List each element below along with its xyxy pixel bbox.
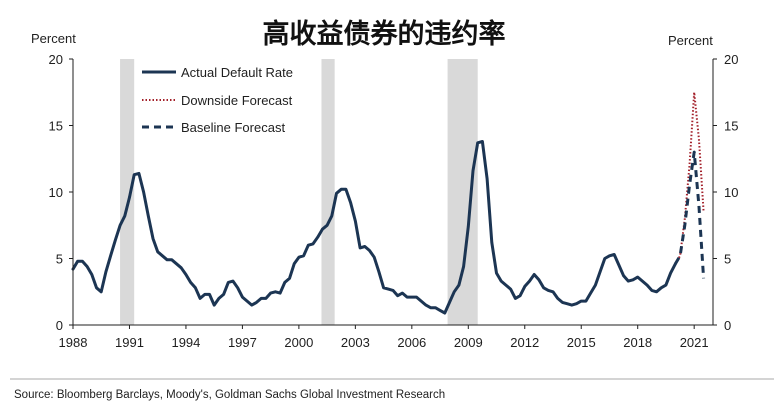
legend-item-downside: Downside Forecast (142, 93, 293, 108)
x-tick-label: 1994 (171, 335, 200, 350)
y-tick-label-left: 15 (49, 119, 63, 134)
axis-ticks: 0 0 5 5 10 10 15 15 20 20 1988 1991 1994 1997 2000 2003… (49, 52, 739, 350)
legend: Actual Default Rate Downside Forecast Ba… (142, 65, 293, 135)
series-line-solid (71, 140, 677, 315)
x-tick-label: 2021 (680, 335, 709, 350)
x-tick-label: 2015 (567, 335, 596, 350)
y-tick-label-left: 0 (56, 318, 63, 333)
right-axis-unit: Percent (668, 33, 713, 48)
x-tick-label: 2012 (510, 335, 539, 350)
recession-band (120, 59, 135, 325)
legend-item-baseline: Baseline Forecast (142, 120, 285, 135)
recession-bands (120, 59, 478, 325)
y-tick-label-left: 20 (49, 52, 63, 67)
x-tick-label: 1991 (115, 335, 144, 350)
y-tick-label-right: 5 (724, 252, 731, 267)
x-tick-label: 2018 (623, 335, 652, 350)
recession-band (447, 59, 478, 325)
x-tick-label: 1988 (59, 335, 88, 350)
x-tick-label: 2000 (284, 335, 313, 350)
y-tick-label-left: 5 (56, 252, 63, 267)
legend-label-downside: Downside Forecast (181, 93, 293, 108)
legend-label-actual: Actual Default Rate (181, 65, 293, 80)
y-tick-label-right: 0 (724, 318, 731, 333)
x-tick-label: 2006 (397, 335, 426, 350)
y-tick-label-right: 10 (724, 185, 738, 200)
y-tick-label-right: 20 (724, 52, 738, 67)
left-axis-unit: Percent (31, 31, 76, 46)
x-tick-label: 1997 (228, 335, 257, 350)
source-note: Source: Bloomberg Barclays, Moody's, Gol… (14, 389, 445, 401)
y-tick-label-left: 10 (49, 185, 63, 200)
recession-band (321, 59, 335, 325)
legend-label-baseline: Baseline Forecast (181, 120, 285, 135)
series-lines (71, 91, 706, 315)
x-tick-label: 2009 (454, 335, 483, 350)
y-tick-label-right: 15 (724, 119, 738, 134)
legend-item-actual: Actual Default Rate (142, 65, 293, 80)
chart-title: 高收益债券的违约率 (263, 18, 506, 50)
x-tick-label: 2003 (341, 335, 370, 350)
